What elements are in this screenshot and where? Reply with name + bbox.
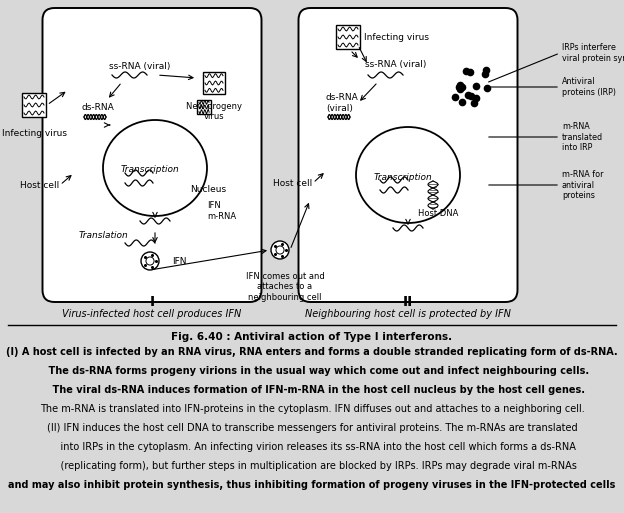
Bar: [22, 93, 46, 117]
Text: Virus-infected host cell produces IFN: Virus-infected host cell produces IFN: [62, 309, 241, 319]
Text: ds-RNA
(viral): ds-RNA (viral): [326, 93, 359, 113]
Text: Translation: Translation: [78, 230, 128, 240]
Text: IFN
m-RNA: IFN m-RNA: [207, 201, 236, 221]
Text: m-RNA
translated
into IRP: m-RNA translated into IRP: [562, 122, 603, 152]
Text: into IRPs in the cytoplasm. An infecting virion releases its ss-RNA into the hos: into IRPs in the cytoplasm. An infecting…: [48, 442, 576, 452]
Text: The viral ds-RNA induces formation of IFN-m-RNA in the host cell nucleus by the : The viral ds-RNA induces formation of IF…: [39, 385, 585, 395]
Text: Host DNA: Host DNA: [418, 208, 458, 218]
Bar: [197, 100, 211, 114]
Text: ss-RNA (viral): ss-RNA (viral): [365, 61, 426, 69]
Text: Infecting virus: Infecting virus: [364, 32, 429, 42]
Text: I: I: [149, 295, 155, 309]
Text: ds-RNA: ds-RNA: [82, 103, 115, 111]
Bar: [336, 25, 360, 49]
Text: New progeny
virus: New progeny virus: [186, 102, 242, 122]
Text: Transcription: Transcription: [120, 166, 179, 174]
Bar: [203, 72, 225, 94]
Text: Host cell: Host cell: [21, 181, 60, 189]
Circle shape: [271, 241, 289, 259]
Text: m-RNA for
antiviral
proteins: m-RNA for antiviral proteins: [562, 170, 603, 200]
Text: The ds-RNA forms progeny virions in the usual way which come out and infect neig: The ds-RNA forms progeny virions in the …: [35, 366, 589, 376]
Text: (replicating form), but further steps in multiplication are blocked by IRPs. IRP: (replicating form), but further steps in…: [47, 461, 577, 471]
Text: ss-RNA (viral): ss-RNA (viral): [109, 63, 170, 71]
Text: Infecting virus: Infecting virus: [1, 128, 67, 137]
Text: IRPs interfere
viral protein synthesis: IRPs interfere viral protein synthesis: [562, 43, 624, 63]
Text: IFN comes out and
attaches to a
neighbouring cell: IFN comes out and attaches to a neighbou…: [246, 272, 324, 302]
Text: Nucleus: Nucleus: [190, 186, 226, 194]
Text: IFN: IFN: [172, 256, 187, 266]
Text: Neighbouring host cell is protected by IFN: Neighbouring host cell is protected by I…: [305, 309, 511, 319]
Text: Transcription: Transcription: [374, 172, 432, 182]
Text: (I) A host cell is infected by an RNA virus, RNA enters and forms a double stran: (I) A host cell is infected by an RNA vi…: [6, 347, 618, 357]
Text: and may also inhibit protein synthesis, thus inhibiting formation of progeny vir: and may also inhibit protein synthesis, …: [8, 480, 616, 490]
Text: (II) IFN induces the host cell DNA to transcribe messengers for antiviral protei: (II) IFN induces the host cell DNA to tr…: [47, 423, 577, 433]
Text: The m-RNA is translated into IFN-proteins in the cytoplasm. IFN diffuses out and: The m-RNA is translated into IFN-protein…: [40, 404, 584, 414]
Circle shape: [141, 252, 159, 270]
Ellipse shape: [103, 120, 207, 216]
Ellipse shape: [356, 127, 460, 223]
Text: Host cell: Host cell: [273, 179, 313, 187]
FancyBboxPatch shape: [42, 8, 261, 302]
Text: Fig. 6.40 : Antiviral action of Type I interferons.: Fig. 6.40 : Antiviral action of Type I i…: [172, 332, 452, 342]
FancyBboxPatch shape: [298, 8, 517, 302]
Text: Antiviral
proteins (IRP): Antiviral proteins (IRP): [562, 77, 616, 96]
Text: II: II: [403, 295, 413, 309]
